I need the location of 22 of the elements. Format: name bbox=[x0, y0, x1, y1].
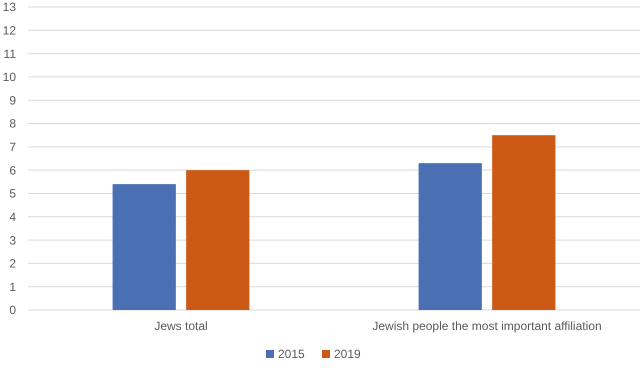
y-tick-label: 7 bbox=[9, 140, 16, 154]
y-tick-label: 9 bbox=[9, 93, 16, 108]
bar bbox=[112, 184, 176, 310]
y-tick-label: 11 bbox=[4, 46, 16, 61]
y-tick-label: 3 bbox=[9, 233, 16, 248]
bar bbox=[492, 135, 556, 310]
y-tick-label: 1 bbox=[9, 280, 16, 294]
y-tick-label: 4 bbox=[9, 210, 16, 224]
bar bbox=[418, 163, 482, 310]
legend-label: 2019 bbox=[334, 347, 362, 362]
bar bbox=[186, 170, 250, 310]
y-tick-label: 2 bbox=[9, 256, 16, 271]
y-tick-label: 10 bbox=[2, 70, 16, 84]
y-tick-label: 8 bbox=[9, 116, 16, 131]
x-tick-label: Jewish people the most important affiliation bbox=[372, 319, 602, 333]
y-tick-label: 0 bbox=[9, 303, 16, 318]
x-tick-label: Jews total bbox=[154, 319, 208, 333]
y-tick-label: 6 bbox=[9, 163, 16, 178]
y-tick-label: 13 bbox=[2, 0, 16, 14]
legend-label: 2015 bbox=[278, 347, 306, 362]
y-tick-label: 5 bbox=[9, 186, 16, 201]
y-tick-label: 12 bbox=[2, 24, 16, 38]
